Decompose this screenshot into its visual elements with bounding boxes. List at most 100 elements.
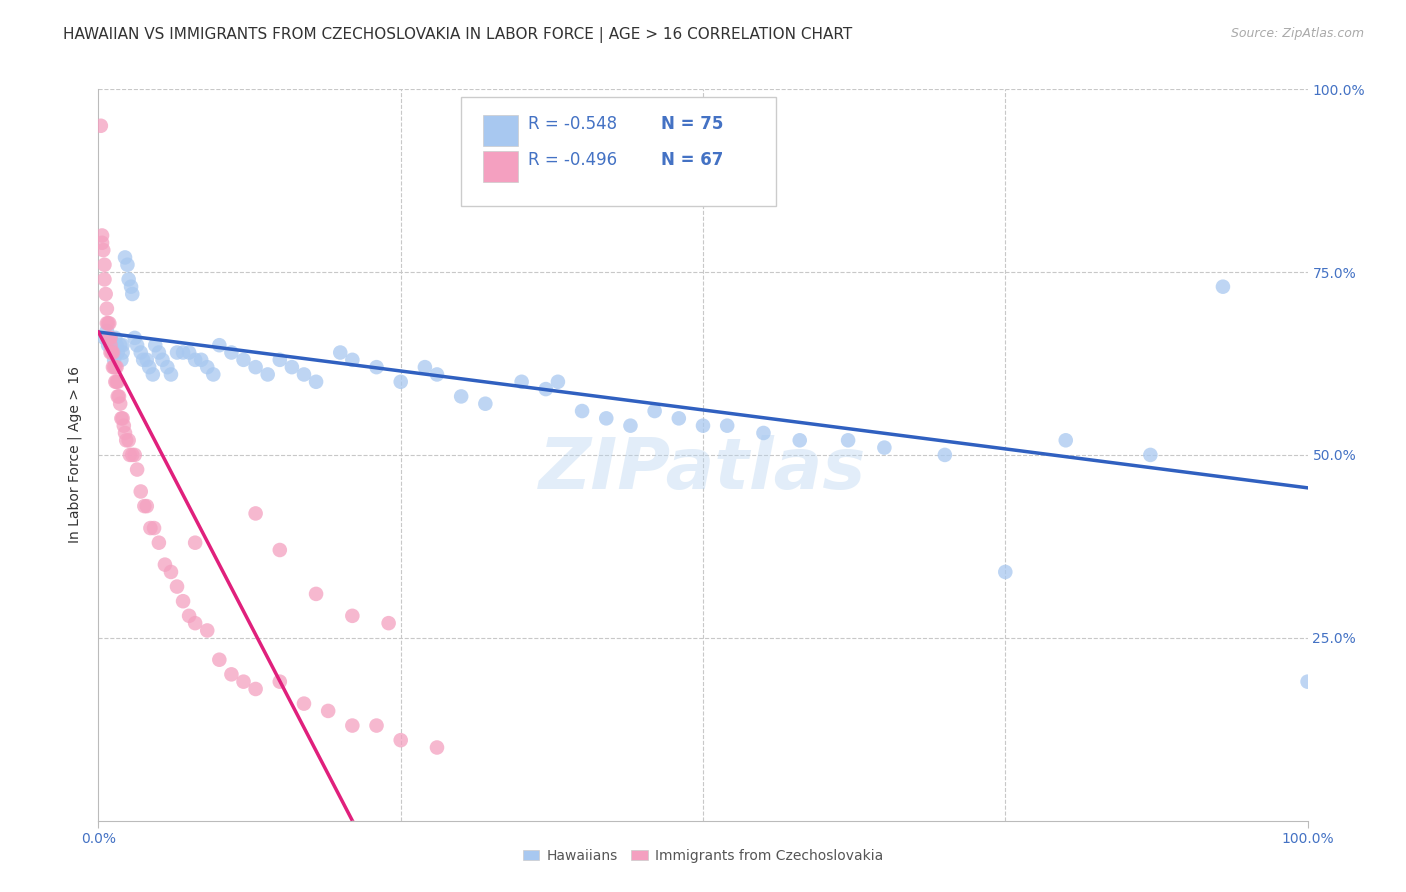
- Point: [108, 338, 131, 352]
- Point: [100, 338, 122, 352]
- Point: [172, 594, 194, 608]
- Point: [103, 360, 125, 375]
- Point: [94, 287, 117, 301]
- Point: [104, 375, 127, 389]
- Point: [93, 258, 115, 272]
- Point: [96, 324, 118, 338]
- Point: [117, 258, 139, 272]
- Point: [134, 499, 156, 513]
- Point: [118, 448, 141, 462]
- Point: [342, 608, 364, 623]
- Point: [166, 345, 188, 359]
- Text: R = -0.548: R = -0.548: [527, 114, 617, 133]
- Point: [316, 704, 339, 718]
- Point: [474, 397, 496, 411]
- Point: [107, 345, 129, 359]
- Point: [547, 375, 569, 389]
- Point: [138, 360, 160, 375]
- Point: [510, 375, 533, 389]
- Point: [118, 434, 141, 448]
- Point: [208, 653, 231, 667]
- Point: [232, 674, 254, 689]
- Text: HAWAIIAN VS IMMIGRANTS FROM CZECHOSLOVAKIA IN LABOR FORCE | AGE > 16 CORRELATION: HAWAIIAN VS IMMIGRANTS FROM CZECHOSLOVAK…: [63, 27, 852, 43]
- Point: [103, 352, 125, 367]
- Point: [571, 404, 593, 418]
- Point: [121, 287, 143, 301]
- Point: [111, 345, 134, 359]
- Point: [184, 535, 207, 549]
- Point: [934, 448, 956, 462]
- Legend: Hawaiians, Immigrants from Czechoslovakia: Hawaiians, Immigrants from Czechoslovaki…: [517, 844, 889, 869]
- Point: [129, 345, 152, 359]
- Point: [644, 404, 666, 418]
- Point: [305, 587, 328, 601]
- Point: [142, 368, 165, 382]
- Point: [366, 360, 388, 375]
- Point: [873, 441, 896, 455]
- Point: [132, 352, 155, 367]
- Point: [1139, 448, 1161, 462]
- Point: [184, 352, 207, 367]
- Point: [413, 360, 436, 375]
- Point: [232, 352, 254, 367]
- Point: [160, 565, 183, 579]
- Point: [148, 535, 170, 549]
- Point: [245, 507, 267, 521]
- FancyBboxPatch shape: [461, 96, 776, 206]
- Point: [121, 448, 143, 462]
- Point: [91, 228, 114, 243]
- Point: [105, 360, 128, 375]
- Point: [139, 521, 162, 535]
- Point: [93, 272, 115, 286]
- Point: [124, 331, 146, 345]
- Point: [100, 338, 122, 352]
- Point: [100, 345, 122, 359]
- Point: [1212, 279, 1234, 293]
- Point: [107, 375, 129, 389]
- Point: [93, 331, 115, 345]
- Point: [269, 352, 291, 367]
- Point: [245, 360, 267, 375]
- Point: [292, 368, 315, 382]
- Point: [179, 608, 201, 623]
- Point: [148, 345, 170, 359]
- Point: [221, 345, 243, 359]
- Point: [342, 718, 364, 732]
- Text: R = -0.496: R = -0.496: [527, 151, 617, 169]
- Point: [994, 565, 1017, 579]
- Point: [100, 345, 122, 359]
- Point: [716, 418, 738, 433]
- Text: ZIPatlas: ZIPatlas: [540, 435, 866, 504]
- FancyBboxPatch shape: [482, 152, 517, 182]
- Point: [91, 235, 114, 250]
- Point: [389, 375, 412, 389]
- Point: [127, 462, 149, 476]
- Point: [202, 368, 225, 382]
- Point: [269, 674, 291, 689]
- Text: Source: ZipAtlas.com: Source: ZipAtlas.com: [1230, 27, 1364, 40]
- Point: [143, 338, 166, 352]
- Point: [426, 368, 449, 382]
- Point: [110, 411, 132, 425]
- Point: [96, 316, 118, 330]
- Point: [190, 352, 212, 367]
- Point: [837, 434, 859, 448]
- Point: [101, 345, 124, 359]
- Text: N = 67: N = 67: [661, 151, 723, 169]
- Point: [90, 119, 112, 133]
- Point: [112, 418, 135, 433]
- Point: [110, 352, 132, 367]
- Point: [111, 338, 134, 352]
- Point: [752, 425, 775, 440]
- Point: [96, 301, 118, 316]
- Point: [619, 418, 641, 433]
- Point: [104, 331, 127, 345]
- Point: [1054, 434, 1077, 448]
- Point: [172, 345, 194, 359]
- Point: [98, 316, 121, 330]
- Point: [107, 389, 129, 403]
- Point: [595, 411, 617, 425]
- Point: [366, 718, 388, 732]
- Point: [108, 397, 131, 411]
- Point: [668, 411, 690, 425]
